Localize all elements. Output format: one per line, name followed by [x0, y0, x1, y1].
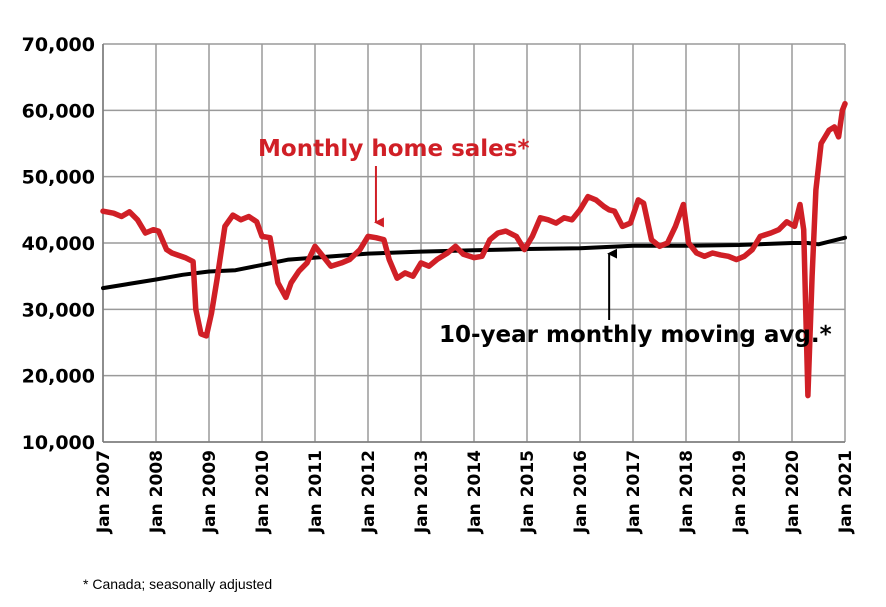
axes — [102, 44, 845, 443]
y-tick-label: 70,000 — [22, 34, 95, 56]
x-tick-label: Jan 2007 — [94, 450, 114, 534]
y-tick-label: 10,000 — [22, 432, 95, 454]
x-tick-label: Jan 2019 — [730, 450, 750, 534]
y-tick-label: 20,000 — [22, 366, 95, 388]
x-tick-label: Jan 2009 — [200, 450, 220, 534]
y-axis-ticks: 10,000 20,000 30,000 40,000 50,000 60,000 70,0… — [22, 34, 95, 454]
x-tick-label: Jan 2008 — [147, 450, 167, 534]
x-tick-label: Jan 2012 — [359, 450, 379, 534]
gridlines — [102, 43, 846, 443]
x-tick-label: Jan 2018 — [677, 450, 697, 534]
y-tick-label: 50,000 — [22, 167, 95, 189]
x-tick-label: Jan 2014 — [465, 450, 485, 534]
y-tick-label: 30,000 — [22, 299, 95, 321]
x-tick-label: Jan 2011 — [306, 450, 326, 534]
x-tick-label: Jan 2016 — [571, 450, 591, 534]
annotation-moving-average: 10-year monthly moving avg.* — [439, 322, 832, 348]
footnote: * Canada; seasonally adjusted — [83, 576, 272, 592]
y-tick-label: 60,000 — [22, 100, 95, 122]
x-tick-label: Jan 2013 — [412, 450, 432, 534]
x-tick-label: Jan 2017 — [624, 450, 644, 534]
x-tick-label: Jan 2015 — [518, 450, 538, 534]
series-line-monthly-home-sales — [100, 100, 848, 399]
x-axis-ticks: Jan 2007 Jan 2008 Jan 2009 Jan 2010 Jan 2011… — [94, 450, 856, 534]
x-tick-label: Jan 2020 — [783, 450, 803, 534]
series-lines — [100, 100, 848, 399]
annotation-monthly-home-sales: Monthly home sales* — [258, 136, 529, 162]
y-tick-label: 40,000 — [22, 233, 95, 255]
x-tick-label: Jan 2021 — [836, 450, 856, 534]
x-tick-label: Jan 2010 — [253, 450, 273, 534]
